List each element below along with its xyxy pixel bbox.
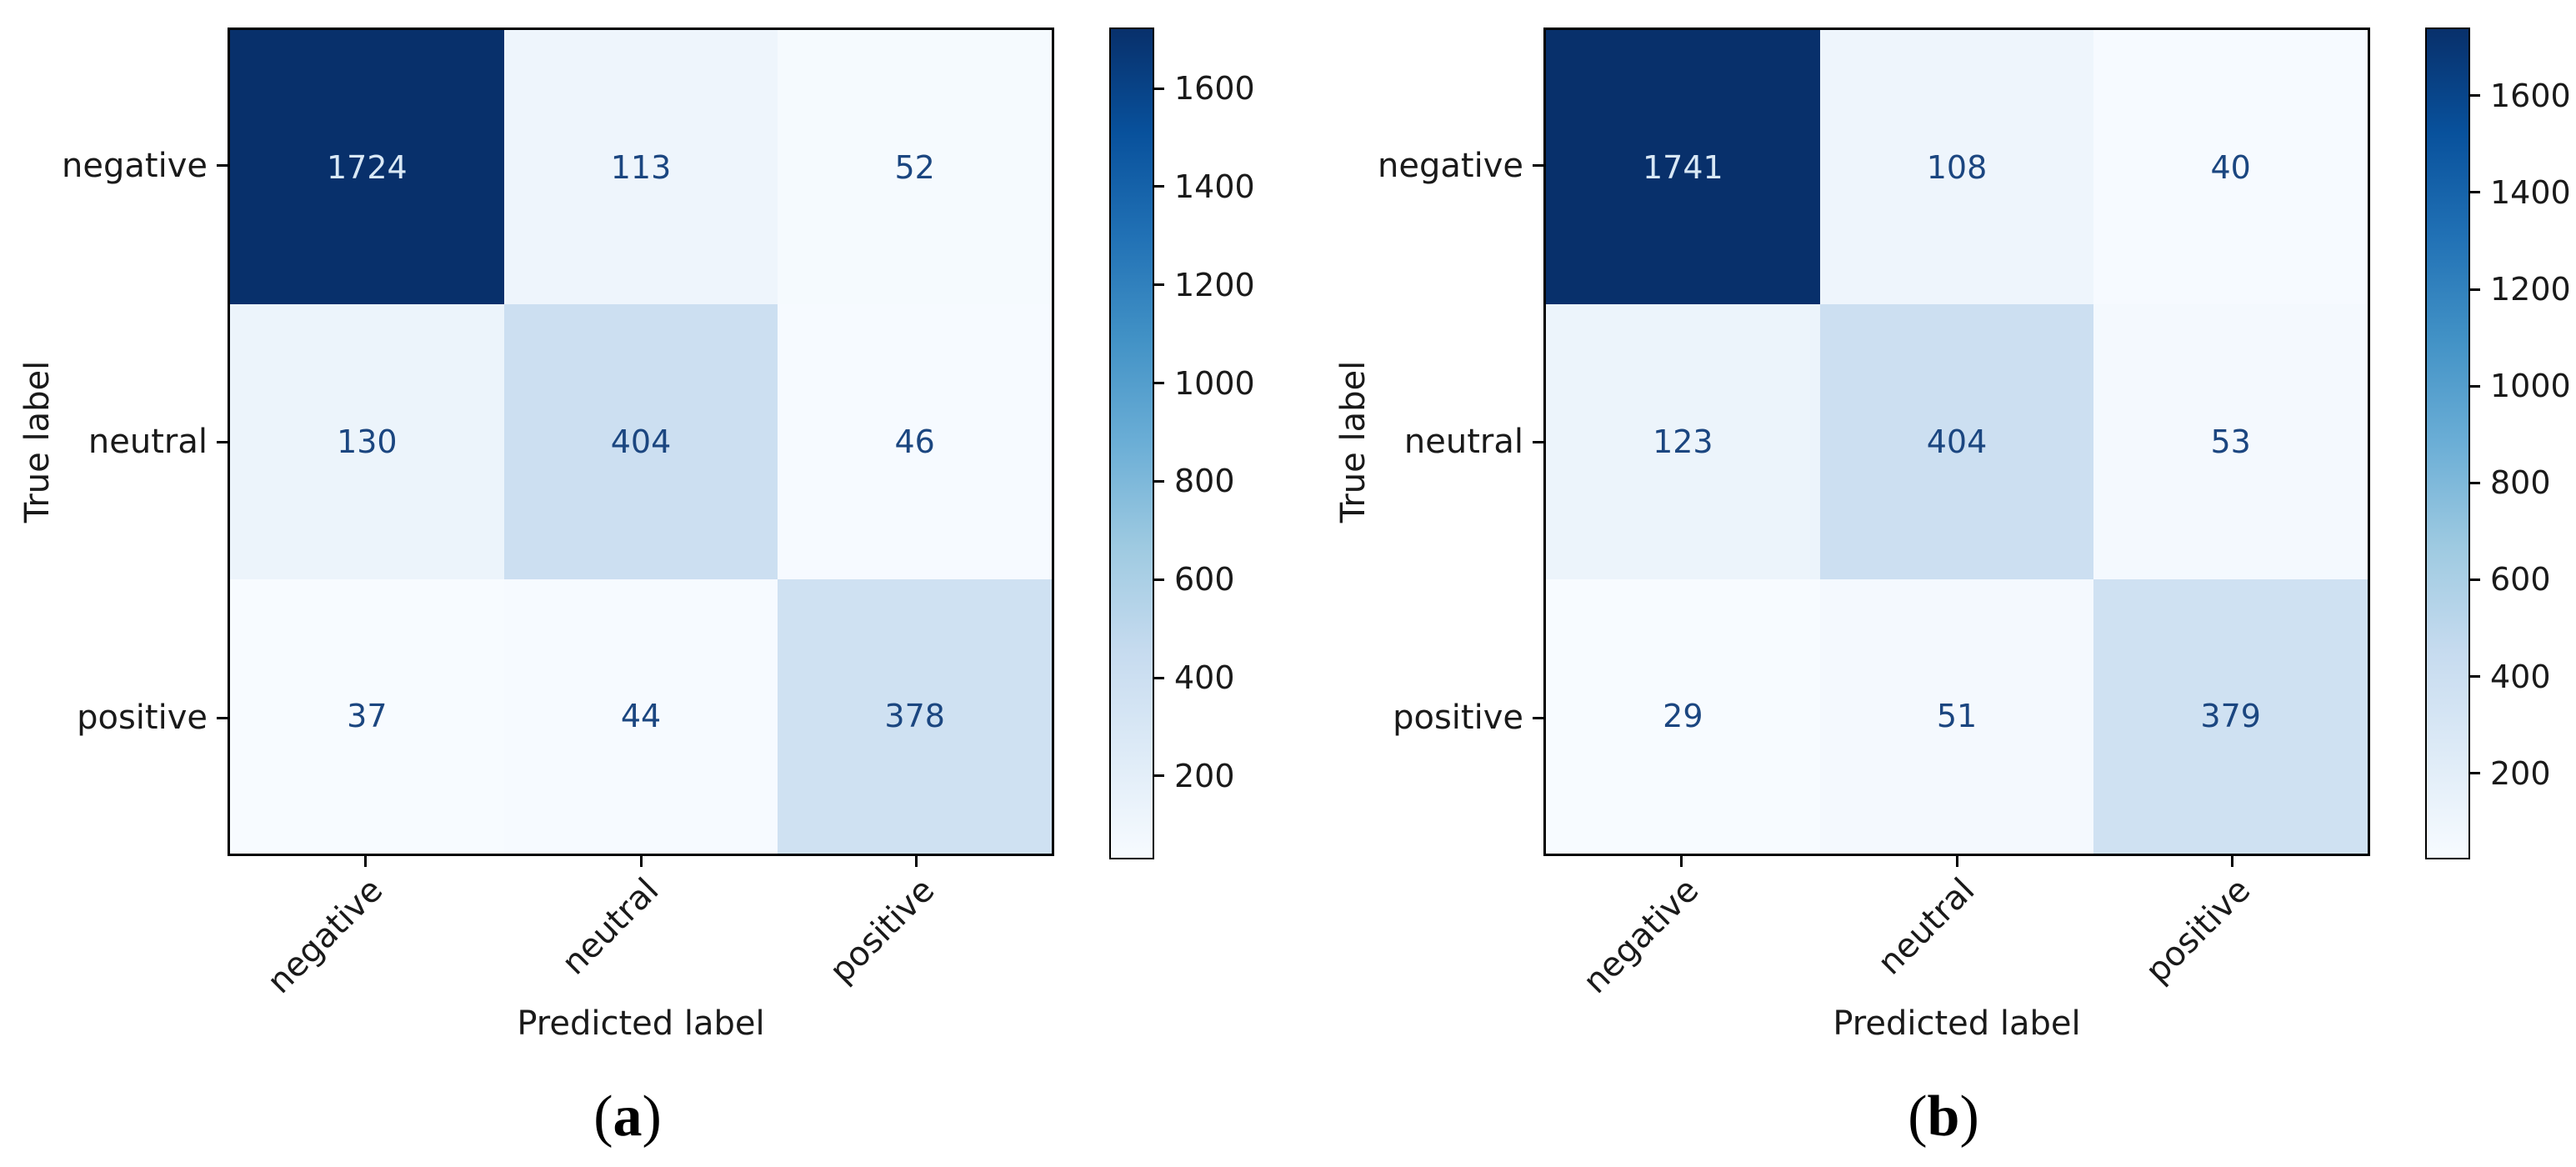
matrix-cell-neutral-neutral: 404 — [1819, 304, 2094, 579]
colorbar-tick-label: 1400 — [2490, 173, 2571, 211]
y-tick-label-neutral: neutral — [1403, 423, 1523, 461]
matrix-cell-negative-positive: 52 — [778, 30, 1052, 305]
matrix-cell-negative-negative: 1724 — [230, 30, 504, 305]
y-tick-label-positive: positive — [1393, 699, 1523, 738]
colorbar-tick-label: 1400 — [1174, 168, 1255, 205]
caption-paren-close: ) — [1959, 1084, 1979, 1149]
heatmap: 1724 113 52 130 404 46 37 44 378 — [228, 28, 1054, 856]
x-tick-label-neutral: neutral — [554, 870, 667, 983]
colorbar-tick-label: 400 — [2490, 658, 2551, 695]
matrix-cell-negative-neutral: 108 — [1819, 30, 2094, 305]
x-axis-title: Predicted label — [1833, 1004, 2081, 1043]
caption-paren-open: ( — [593, 1084, 613, 1149]
x-tick-label-positive: positive — [2138, 870, 2258, 991]
colorbar-tick-mark — [1154, 87, 1164, 90]
colorbar-tick-label: 800 — [2490, 464, 2551, 502]
colorbar-tick-label: 1600 — [2490, 77, 2571, 114]
colorbar-tick-mark — [1154, 578, 1164, 581]
matrix-cell-neutral-positive: 46 — [778, 304, 1052, 579]
colorbar-tick-mark — [1154, 479, 1164, 483]
x-axis-title: Predicted label — [517, 1004, 765, 1043]
colorbar-tick-label: 1200 — [1174, 266, 1255, 303]
y-axis-title: True label — [1334, 360, 1373, 523]
matrix-cell-positive-negative: 37 — [230, 578, 504, 854]
matrix-cell-positive-neutral: 51 — [1819, 578, 2094, 854]
colorbar-tick-mark — [1154, 283, 1164, 287]
x-tick-label-positive: positive — [822, 870, 943, 991]
colorbar-tick-mark — [2470, 578, 2480, 581]
colorbar-tick-label: 600 — [1174, 561, 1235, 599]
x-tick-mark — [639, 856, 643, 867]
colorbar-tick-mark — [2470, 191, 2480, 194]
x-tick-label-negative: negative — [1576, 870, 1707, 1002]
colorbar-tick-mark — [2470, 675, 2480, 679]
colorbar-tick-label: 200 — [1174, 757, 1235, 794]
matrix-cell-neutral-negative: 130 — [230, 304, 504, 579]
matrix-cell-negative-positive: 40 — [2093, 30, 2368, 305]
heatmap: 1741 108 40 123 404 53 29 51 379 — [1543, 28, 2370, 856]
caption-letter: b — [1927, 1084, 1960, 1149]
y-tick-label-negative: negative — [62, 146, 208, 185]
colorbar-tick-mark — [2470, 94, 2480, 98]
y-axis-title: True label — [18, 360, 57, 523]
colorbar-tick-mark — [2470, 772, 2480, 775]
colorbar-tick-label: 800 — [1174, 463, 1235, 500]
colorbar-tick-label: 1000 — [2490, 368, 2571, 405]
colorbar — [1109, 28, 1154, 859]
colorbar-tick-mark — [1154, 774, 1164, 778]
panel-caption: (b) — [1908, 1084, 1979, 1150]
y-tick-mark — [217, 716, 228, 719]
y-tick-mark — [1533, 164, 1543, 168]
y-tick-mark — [1533, 440, 1543, 443]
colorbar-tick-mark — [1154, 676, 1164, 679]
matrix-cell-negative-neutral: 113 — [503, 30, 778, 305]
colorbar — [2425, 28, 2470, 859]
panel-caption: (a) — [593, 1084, 662, 1150]
x-tick-mark — [363, 856, 367, 867]
caption-paren-close: ) — [642, 1084, 662, 1149]
matrix-cell-negative-negative: 1741 — [1546, 30, 1820, 305]
colorbar-tick-mark — [2470, 288, 2480, 291]
matrix-cell-neutral-negative: 123 — [1546, 304, 1820, 579]
matrix-cell-positive-positive: 378 — [778, 578, 1052, 854]
y-tick-mark — [217, 164, 228, 168]
y-tick-mark — [1533, 716, 1543, 719]
x-tick-mark — [915, 856, 918, 867]
y-tick-label-neutral: neutral — [88, 423, 208, 461]
y-tick-mark — [217, 440, 228, 443]
y-tick-label-negative: negative — [1378, 146, 1523, 185]
colorbar-tick-label: 400 — [1174, 659, 1235, 697]
matrix-cell-positive-neutral: 44 — [503, 578, 778, 854]
x-tick-label-neutral: neutral — [1870, 870, 1983, 983]
x-tick-mark — [1955, 856, 1958, 867]
x-tick-label-negative: negative — [260, 870, 391, 1002]
matrix-cell-neutral-positive: 53 — [2093, 304, 2368, 579]
colorbar-tick-label: 200 — [2490, 754, 2551, 792]
colorbar-tick-label: 1200 — [2490, 271, 2571, 308]
colorbar-tick-label: 1600 — [1174, 70, 1255, 108]
x-tick-mark — [1679, 856, 1683, 867]
colorbar-tick-mark — [2470, 481, 2480, 484]
y-tick-label-positive: positive — [77, 699, 208, 738]
colorbar-tick-mark — [1154, 185, 1164, 188]
x-tick-mark — [2231, 856, 2234, 867]
matrix-cell-positive-positive: 379 — [2093, 578, 2368, 854]
matrix-cell-neutral-neutral: 404 — [503, 304, 778, 579]
colorbar-tick-mark — [2470, 384, 2480, 388]
caption-paren-open: ( — [1908, 1084, 1928, 1149]
colorbar-tick-label: 600 — [2490, 561, 2551, 599]
caption-letter: a — [613, 1084, 643, 1149]
colorbar-tick-mark — [1154, 382, 1164, 385]
colorbar-tick-label: 1000 — [1174, 364, 1255, 402]
matrix-cell-positive-negative: 29 — [1546, 578, 1820, 854]
